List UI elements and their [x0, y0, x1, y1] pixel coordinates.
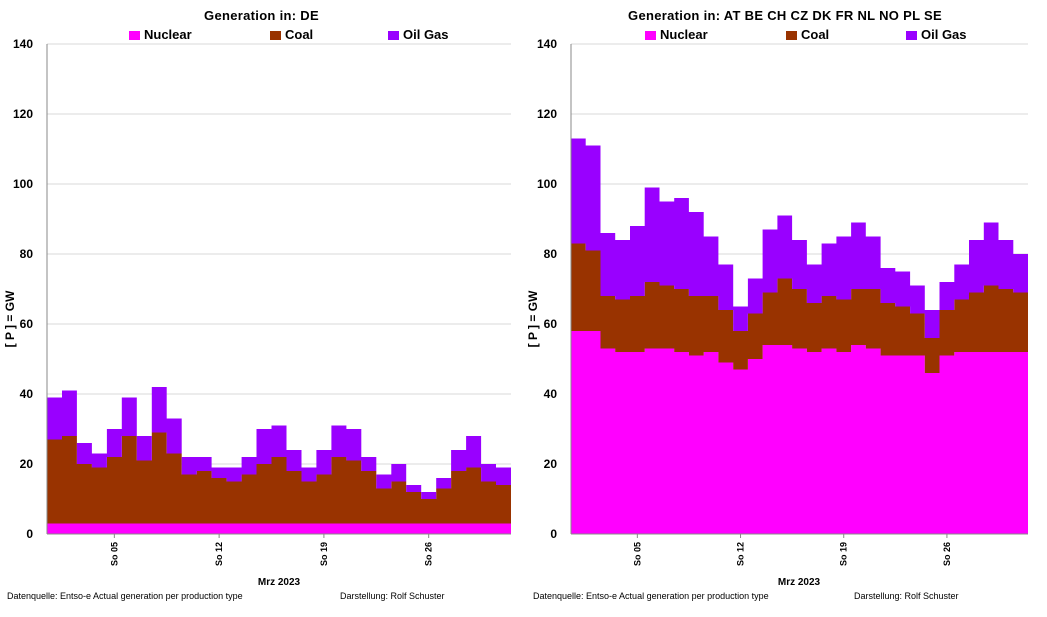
y-tick-label: 120 [13, 107, 33, 121]
chart-source: Datenquelle: Entso-e Actual generation p… [533, 591, 769, 601]
x-tick-label: So 26 [942, 542, 952, 566]
series-area-coal [571, 243, 1028, 373]
series-area-coal [47, 432, 511, 524]
y-tick-label: 20 [544, 457, 558, 471]
y-axis-title: [ P ] = GW [526, 290, 540, 347]
x-axis-title: Mrz 2023 [258, 577, 301, 588]
y-tick-label: 40 [544, 387, 558, 401]
chart-credit: Darstellung: Rolf Schuster [854, 591, 959, 601]
x-tick-label: So 05 [632, 542, 642, 566]
legend-swatch-oil-gas [388, 31, 399, 41]
legend-swatch-oil-gas [906, 31, 917, 41]
legend-item-nuclear: Nuclear [129, 27, 192, 42]
y-tick-label: 140 [13, 37, 33, 51]
x-tick-label: So 19 [319, 542, 329, 566]
legend-swatch-coal [786, 31, 797, 41]
legend-item-oil-gas: Oil Gas [906, 27, 967, 42]
chart-title: Generation in: AT BE CH CZ DK FR NL NO P… [628, 8, 942, 23]
x-tick-label: So 12 [214, 542, 224, 566]
area-chart-neighbours: 0 20 40 60 80 100 120 140 So 05 So 12 So 19 So 26 Mr… [526, 37, 1028, 588]
series-area-nuclear [571, 331, 1028, 534]
x-tick-label: So 12 [736, 542, 746, 566]
legend-swatch-coal [270, 31, 281, 41]
legend-label: Oil Gas [403, 27, 449, 42]
y-axis-title: [ P ] = GW [3, 290, 17, 347]
legend-swatch-nuclear [645, 31, 656, 41]
legend-swatch-nuclear [129, 31, 140, 41]
legend-label: Oil Gas [921, 27, 967, 42]
chart-credit: Darstellung: Rolf Schuster [340, 591, 445, 601]
series-area-nuclear [47, 523, 511, 534]
y-tick-label: 0 [550, 527, 557, 541]
y-tick-label: 60 [544, 317, 558, 331]
series-area-oil-gas [47, 387, 511, 499]
chart-panel-de: Generation in: DE Nuclear Coal Oil Gas 0… [0, 0, 523, 617]
y-tick-label: 20 [20, 457, 34, 471]
chart-title: Generation in: DE [204, 8, 319, 23]
y-tick-label: 60 [20, 317, 34, 331]
y-tick-label: 40 [20, 387, 34, 401]
y-tick-label: 0 [26, 527, 33, 541]
legend-item-nuclear: Nuclear [645, 27, 708, 42]
x-tick-label: So 05 [109, 542, 119, 566]
legend-item-coal: Coal [270, 27, 313, 42]
y-tick-label: 80 [544, 247, 558, 261]
y-tick-label: 120 [537, 107, 557, 121]
x-tick-label: So 26 [424, 542, 434, 566]
legend-item-coal: Coal [786, 27, 829, 42]
y-tick-label: 80 [20, 247, 34, 261]
y-tick-label: 140 [537, 37, 557, 51]
y-tick-label: 100 [537, 177, 557, 191]
x-axis-title: Mrz 2023 [778, 577, 821, 588]
x-tick-label: So 19 [839, 542, 849, 566]
legend-label: Coal [801, 27, 830, 42]
legend-label: Nuclear [660, 27, 708, 42]
legend-label: Nuclear [144, 27, 192, 42]
chart-panel-neighbours: Generation in: AT BE CH CZ DK FR NL NO P… [523, 0, 1047, 617]
chart-source: Datenquelle: Entso-e Actual generation p… [7, 591, 243, 601]
y-tick-label: 100 [13, 177, 33, 191]
area-chart-de: 0 20 40 60 80 100 120 140 So 05 So 12 So 19 So 26 Mr… [3, 37, 511, 588]
series-area-oil-gas [571, 138, 1028, 338]
legend-label: Coal [285, 27, 314, 42]
legend-item-oil-gas: Oil Gas [388, 27, 449, 42]
